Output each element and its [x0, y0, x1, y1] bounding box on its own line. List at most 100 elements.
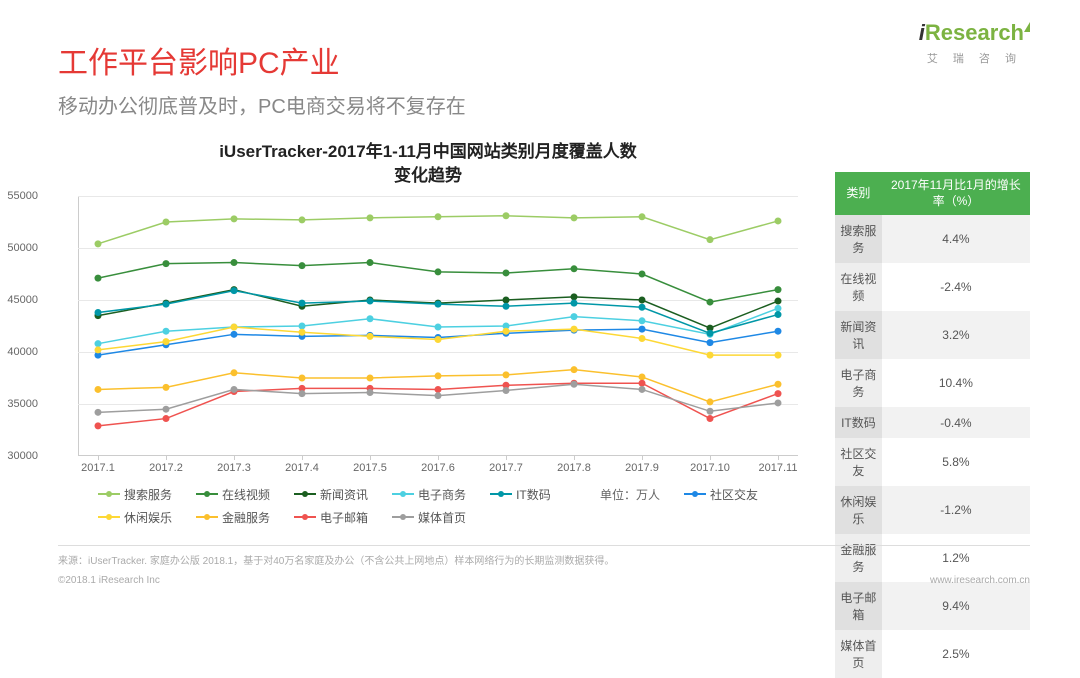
table-cell-category: 媒体首页	[835, 630, 882, 678]
series-marker	[95, 240, 102, 247]
series-marker	[231, 259, 238, 266]
series-marker	[435, 300, 442, 307]
legend-swatch	[196, 493, 218, 495]
legend-swatch	[392, 516, 414, 518]
table-row: 搜索服务4.4%	[835, 215, 1030, 263]
series-marker	[571, 313, 578, 320]
series-marker	[571, 293, 578, 300]
table-cell-value: -2.4%	[882, 263, 1030, 311]
legend-label: 休闲娱乐	[124, 509, 172, 526]
series-marker	[639, 317, 646, 324]
table-cell-category: IT数码	[835, 407, 882, 438]
series-marker	[503, 327, 510, 334]
series-marker	[367, 214, 374, 221]
series-marker	[639, 335, 646, 342]
x-tick-label: 2017.1	[81, 462, 115, 474]
series-marker	[163, 415, 170, 422]
series-marker	[571, 366, 578, 373]
y-tick-label: 35000	[7, 398, 38, 410]
series-marker	[435, 372, 442, 379]
y-tick-label: 30000	[7, 450, 38, 462]
table-cell-value: 5.8%	[882, 438, 1030, 486]
series-marker	[231, 330, 238, 337]
series-marker	[435, 336, 442, 343]
chart-plot: 300003500040000450005000055000 2017.1201…	[78, 196, 798, 456]
chart-unit: 单位：万人	[600, 486, 660, 503]
series-marker	[367, 259, 374, 266]
legend-label: IT数码	[516, 486, 551, 503]
growth-table: 类别 2017年11月比1月的增长率（%） 搜索服务4.4%在线视频-2.4%新…	[835, 172, 1030, 678]
series-marker	[775, 390, 782, 397]
table-row: 新闻资讯3.2%	[835, 311, 1030, 359]
x-tick-label: 2017.8	[557, 462, 591, 474]
legend-swatch	[490, 493, 512, 495]
legend-item: 搜索服务	[98, 486, 172, 503]
x-tick-label: 2017.6	[421, 462, 455, 474]
series-marker	[775, 351, 782, 358]
series-marker	[299, 328, 306, 335]
series-marker	[775, 327, 782, 334]
series-marker	[95, 274, 102, 281]
legend-swatch	[294, 516, 316, 518]
series-marker	[299, 216, 306, 223]
x-tick-label: 2017.11	[759, 462, 798, 474]
series-marker	[707, 298, 714, 305]
series-marker	[571, 325, 578, 332]
y-tick-label: 45000	[7, 294, 38, 306]
series-marker	[707, 415, 714, 422]
legend-swatch	[684, 493, 706, 495]
legend-item: 社区交友	[684, 486, 758, 503]
y-tick-label: 55000	[7, 190, 38, 202]
series-marker	[95, 386, 102, 393]
logo-triangle-icon	[1024, 22, 1030, 32]
series-marker	[707, 351, 714, 358]
chart-lines	[78, 196, 798, 456]
x-tick-label: 2017.5	[353, 462, 387, 474]
chart-title: iUserTracker-2017年1-11月中国网站类别月度覆盖人数变化趋势	[58, 140, 798, 188]
table-cell-category: 社区交友	[835, 438, 882, 486]
series-marker	[367, 315, 374, 322]
series-marker	[231, 369, 238, 376]
table-header-category: 类别	[835, 172, 882, 215]
x-tick-label: 2017.3	[217, 462, 251, 474]
series-marker	[95, 309, 102, 316]
series-marker	[163, 218, 170, 225]
table-row: 电子商务10.4%	[835, 359, 1030, 407]
series-marker	[775, 311, 782, 318]
legend-swatch	[294, 493, 316, 495]
legend-item: IT数码	[490, 486, 551, 503]
table-row: 媒体首页2.5%	[835, 630, 1030, 678]
series-marker	[503, 387, 510, 394]
logo: iResearch 艾 瑞 咨 询	[919, 20, 1030, 66]
legend-label: 在线视频	[222, 486, 270, 503]
table-cell-category: 在线视频	[835, 263, 882, 311]
series-marker	[163, 338, 170, 345]
y-tick-label: 50000	[7, 242, 38, 254]
series-marker	[571, 214, 578, 221]
series-marker	[231, 386, 238, 393]
series-marker	[775, 399, 782, 406]
page-title: 工作平台影响PC产业	[58, 38, 340, 82]
series-marker	[299, 390, 306, 397]
series-marker	[639, 386, 646, 393]
copyright-text: ©2018.1 iResearch Inc	[58, 575, 160, 586]
legend-swatch	[98, 516, 120, 518]
logo-subtitle: 艾 瑞 咨 询	[919, 50, 1030, 66]
table-row: 电子邮箱9.4%	[835, 582, 1030, 630]
series-marker	[231, 323, 238, 330]
table-cell-category: 电子邮箱	[835, 582, 882, 630]
series-marker	[163, 327, 170, 334]
table-cell-value: 10.4%	[882, 359, 1030, 407]
table-cell-category: 金融服务	[835, 534, 882, 582]
series-marker	[503, 371, 510, 378]
table-cell-value: 3.2%	[882, 311, 1030, 359]
series-marker	[503, 296, 510, 303]
series-marker	[707, 398, 714, 405]
series-marker	[231, 215, 238, 222]
series-marker	[775, 380, 782, 387]
legend-item: 电子邮箱	[294, 509, 368, 526]
series-marker	[163, 405, 170, 412]
series-marker	[95, 340, 102, 347]
legend-item: 新闻资讯	[294, 486, 368, 503]
line-chart: iUserTracker-2017年1-11月中国网站类别月度覆盖人数变化趋势 …	[58, 140, 798, 526]
